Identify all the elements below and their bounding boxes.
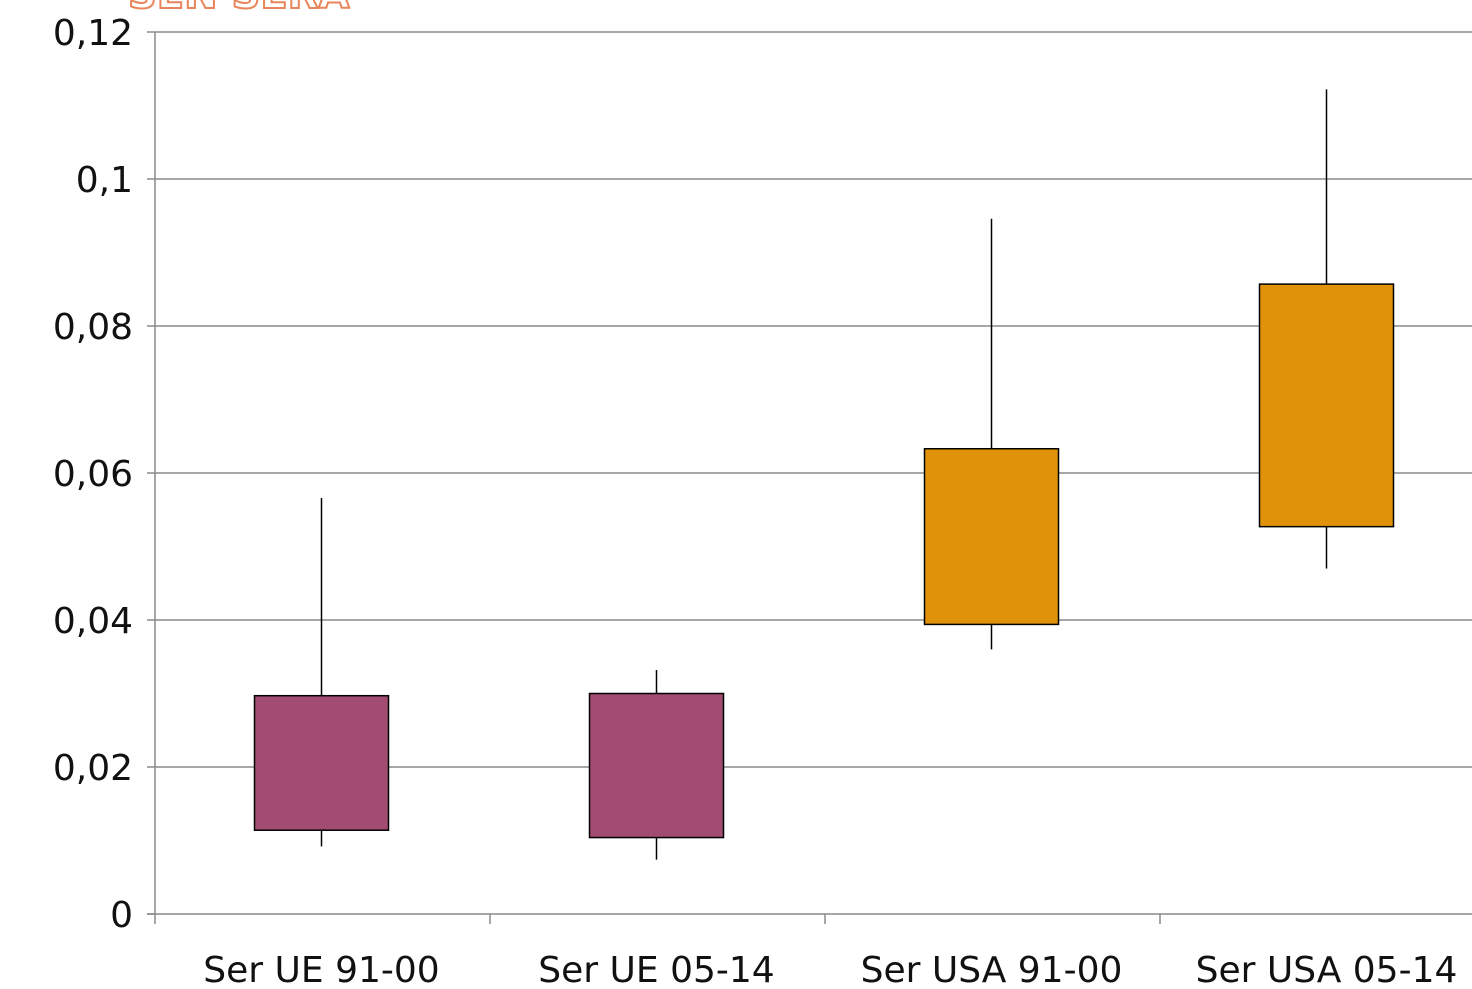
box — [253, 694, 390, 831]
y-tick-labels: 0 0,02 0,04 0,06 0,08 0,1 0,12 — [53, 13, 133, 936]
boxes — [253, 89, 1395, 860]
chart-title-fragment: SEN SERA — [128, 0, 349, 18]
box-group — [923, 218, 1060, 650]
x-tick-label: Ser UE 91-00 — [203, 950, 439, 989]
box-group — [253, 497, 390, 847]
y-tick-label: 0 — [110, 895, 133, 936]
box — [1258, 283, 1395, 528]
y-tick-label: 0,1 — [76, 160, 133, 201]
y-tick-label: 0,04 — [53, 601, 133, 642]
y-tick-label: 0,08 — [53, 307, 133, 348]
box-group — [1258, 89, 1395, 569]
gridlines — [155, 31, 1472, 768]
y-tick-label: 0,02 — [53, 748, 133, 789]
y-tick-label: 0,06 — [53, 454, 133, 495]
y-tick-label: 0,12 — [53, 13, 133, 54]
x-tick-label: Ser USA 91-00 — [861, 950, 1123, 989]
x-tick-label: Ser USA 05-14 — [1196, 950, 1458, 989]
box — [923, 447, 1060, 626]
box — [588, 692, 725, 839]
x-tick-labels: Ser UE 91-00 Ser UE 05-14 Ser USA 91-00 Ser… — [203, 950, 1457, 989]
box-group — [588, 669, 725, 860]
x-tick-label: Ser UE 05-14 — [538, 950, 774, 989]
axes — [147, 31, 1472, 924]
